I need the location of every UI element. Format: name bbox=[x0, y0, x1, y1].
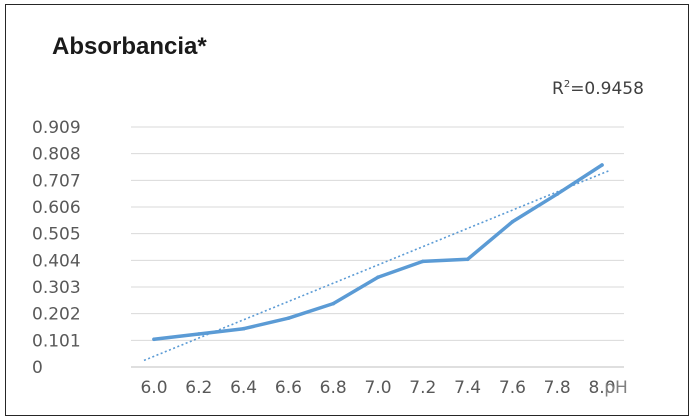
r-squared-label: R2=0.9458 bbox=[552, 79, 644, 99]
gridlines bbox=[131, 126, 624, 368]
linear-trendline bbox=[143, 169, 611, 362]
y-tick-label: 0.303 bbox=[32, 278, 81, 298]
plot-area: 0 0.101 0.202 0.303 0.404 0.505 0.606 0.707 0.80… bbox=[32, 118, 628, 398]
y-tick-label: 0.404 bbox=[32, 251, 81, 271]
x-axis-tick-labels: 6.0 6.2 6.4 6.6 6.8 7.0 7.2 7.4 7.6 7.8 8.0 bbox=[140, 378, 615, 398]
x-tick-label: 7.6 bbox=[499, 378, 526, 398]
y-tick-label: 0.707 bbox=[32, 171, 81, 191]
y-tick-label: 0.505 bbox=[32, 225, 81, 245]
data-point bbox=[600, 163, 604, 167]
x-tick-label: 7.4 bbox=[454, 378, 481, 398]
r-squared-prefix: R bbox=[552, 79, 564, 99]
chart-title: Absorbancia* bbox=[52, 33, 207, 60]
data-point bbox=[465, 257, 470, 262]
data-point bbox=[197, 332, 201, 336]
x-tick-label: 7.0 bbox=[364, 378, 391, 398]
data-point bbox=[152, 337, 156, 342]
y-tick-label: 0.101 bbox=[32, 331, 81, 351]
x-tick-label: 6.4 bbox=[230, 378, 257, 398]
y-tick-label: 0 bbox=[32, 358, 43, 378]
x-tick-label: 6.2 bbox=[185, 378, 212, 398]
x-tick-label: 6.6 bbox=[275, 378, 302, 398]
data-point bbox=[421, 259, 425, 264]
y-tick-label: 0.808 bbox=[32, 145, 81, 165]
series-line bbox=[152, 163, 604, 342]
y-tick-label: 0.909 bbox=[32, 118, 81, 138]
y-tick-label: 0.202 bbox=[32, 305, 81, 325]
data-point bbox=[510, 219, 515, 224]
x-axis-label: pH bbox=[604, 378, 628, 398]
data-point bbox=[555, 192, 559, 196]
x-tick-label: 8.0 bbox=[588, 378, 615, 398]
x-tick-label: 6.0 bbox=[140, 378, 167, 398]
data-point bbox=[376, 275, 380, 280]
y-tick-label: 0.606 bbox=[32, 198, 81, 218]
r-squared-superscript: 2 bbox=[563, 79, 571, 90]
y-axis-tick-labels: 0 0.101 0.202 0.303 0.404 0.505 0.606 0.707 0.80… bbox=[32, 118, 81, 378]
x-tick-label: 7.2 bbox=[409, 378, 436, 398]
data-point bbox=[286, 316, 291, 320]
data-point bbox=[331, 301, 336, 306]
trendline-group bbox=[143, 169, 611, 362]
x-tick-label: 6.8 bbox=[320, 378, 347, 398]
chart-frame: Absorbancia* R2=0.9458 0 0.101 0.202 0.303 0… bbox=[5, 4, 689, 416]
r-squared-value: =0.9458 bbox=[570, 79, 644, 99]
x-tick-label: 7.8 bbox=[544, 378, 571, 398]
series-group bbox=[152, 163, 604, 342]
data-point bbox=[241, 326, 246, 331]
